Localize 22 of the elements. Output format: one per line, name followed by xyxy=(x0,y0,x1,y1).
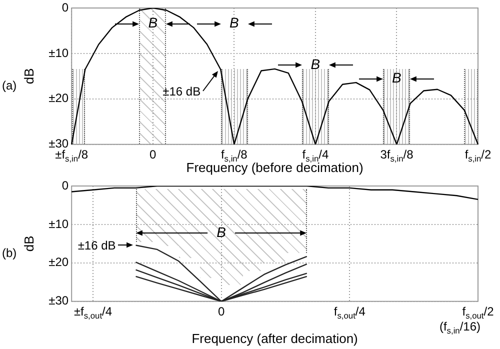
y-tick-label: 0 xyxy=(62,0,69,14)
y-tick-label: 0 xyxy=(62,178,69,192)
y-tick-label: ±20 xyxy=(48,255,69,270)
y-axis-title: dB xyxy=(21,236,36,252)
y-tick-label: ±10 xyxy=(48,46,69,60)
text: (b) xyxy=(2,246,17,260)
y-tick-label: ±10 xyxy=(48,216,69,231)
y-tick-label: ±30 xyxy=(48,136,69,151)
y-axis-title: dB xyxy=(21,68,36,84)
x-axis-title: Frequency (after decimation) xyxy=(192,330,358,346)
x-tick-label: 0 xyxy=(150,148,157,162)
y-tick-label: ±30 xyxy=(48,294,69,308)
x-tick-label: 0 xyxy=(218,304,225,319)
annotation: ±16 dB xyxy=(78,238,116,253)
annotation: B xyxy=(229,14,239,30)
annotation: B xyxy=(310,56,320,72)
annotation: B xyxy=(148,14,158,30)
annotation: B xyxy=(392,69,402,86)
annotation: B xyxy=(216,224,226,240)
text: (a) xyxy=(2,78,17,93)
y-tick-label: ±20 xyxy=(48,91,69,106)
annotation: ±16 dB xyxy=(162,84,201,99)
